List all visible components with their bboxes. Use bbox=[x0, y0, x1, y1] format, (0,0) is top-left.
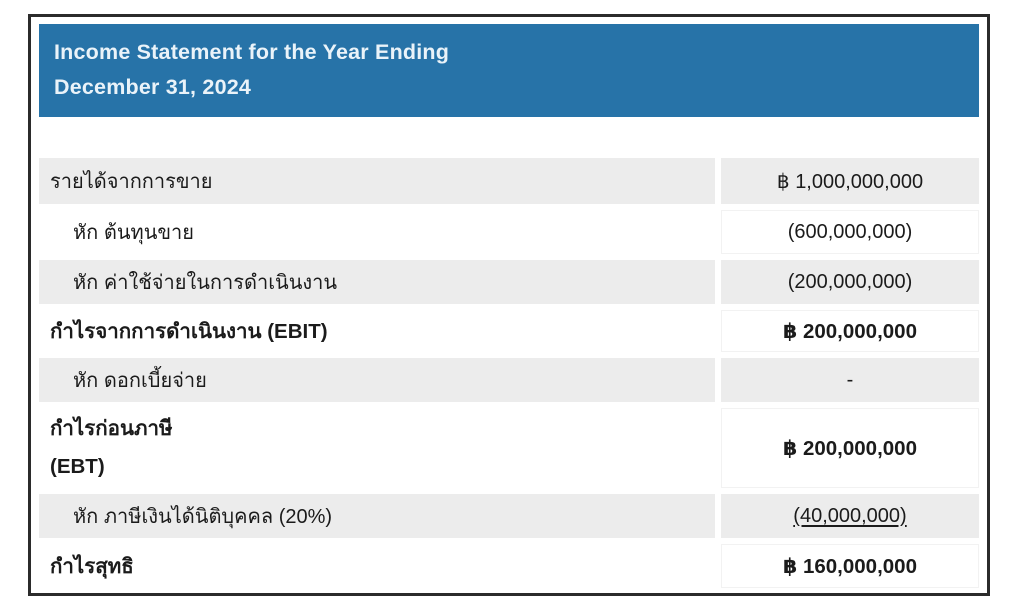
row-net-profit-value: ฿ 160,000,000 bbox=[721, 544, 979, 588]
statement-frame: Income Statement for the Year Ending Dec… bbox=[28, 14, 990, 596]
row-ebit-value: ฿ 200,000,000 bbox=[721, 310, 979, 352]
row-operating-expenses: หัก ค่าใช้จ่ายในการดำเนินงาน (200,000,00… bbox=[39, 260, 979, 304]
header-title-line1: Income Statement for the Year Ending bbox=[54, 40, 450, 64]
row-ebt-label: กำไรก่อนภาษี (EBT) bbox=[39, 408, 715, 488]
row-net-profit: กำไรสุทธิ ฿ 160,000,000 bbox=[39, 544, 979, 588]
row-net-profit-label: กำไรสุทธิ bbox=[39, 544, 715, 588]
row-interest-expense-label: หัก ดอกเบี้ยจ่าย bbox=[39, 358, 715, 402]
row-ebt: กำไรก่อนภาษี (EBT) ฿ 200,000,000 bbox=[39, 408, 979, 488]
row-cogs-label: หัก ต้นทุนขาย bbox=[39, 210, 715, 254]
statement-header: Income Statement for the Year Ending Dec… bbox=[39, 24, 979, 117]
row-interest-expense-value: - bbox=[721, 358, 979, 402]
row-income-tax: หัก ภาษีเงินได้นิติบุคคล (20%) (40,000,0… bbox=[39, 494, 979, 538]
row-income-tax-label: หัก ภาษีเงินได้นิติบุคคล (20%) bbox=[39, 494, 715, 538]
row-ebt-value: ฿ 200,000,000 bbox=[721, 408, 979, 488]
row-operating-expenses-label: หัก ค่าใช้จ่ายในการดำเนินงาน bbox=[39, 260, 715, 304]
row-revenue: รายได้จากการขาย ฿ 1,000,000,000 bbox=[39, 158, 979, 204]
row-revenue-label: รายได้จากการขาย bbox=[39, 158, 715, 204]
row-revenue-value: ฿ 1,000,000,000 bbox=[721, 158, 979, 204]
header-title-line2: December 31, 2024 bbox=[54, 74, 252, 99]
income-statement-table: รายได้จากการขาย ฿ 1,000,000,000 หัก ต้นท… bbox=[39, 158, 979, 588]
row-operating-expenses-value: (200,000,000) bbox=[721, 260, 979, 304]
row-income-tax-value: (40,000,000) bbox=[721, 494, 979, 538]
row-ebit: กำไรจากการดำเนินงาน (EBIT) ฿ 200,000,000 bbox=[39, 310, 979, 352]
row-ebit-label: กำไรจากการดำเนินงาน (EBIT) bbox=[39, 310, 715, 352]
row-cogs: หัก ต้นทุนขาย (600,000,000) bbox=[39, 210, 979, 254]
row-interest-expense: หัก ดอกเบี้ยจ่าย - bbox=[39, 358, 979, 402]
row-cogs-value: (600,000,000) bbox=[721, 210, 979, 254]
